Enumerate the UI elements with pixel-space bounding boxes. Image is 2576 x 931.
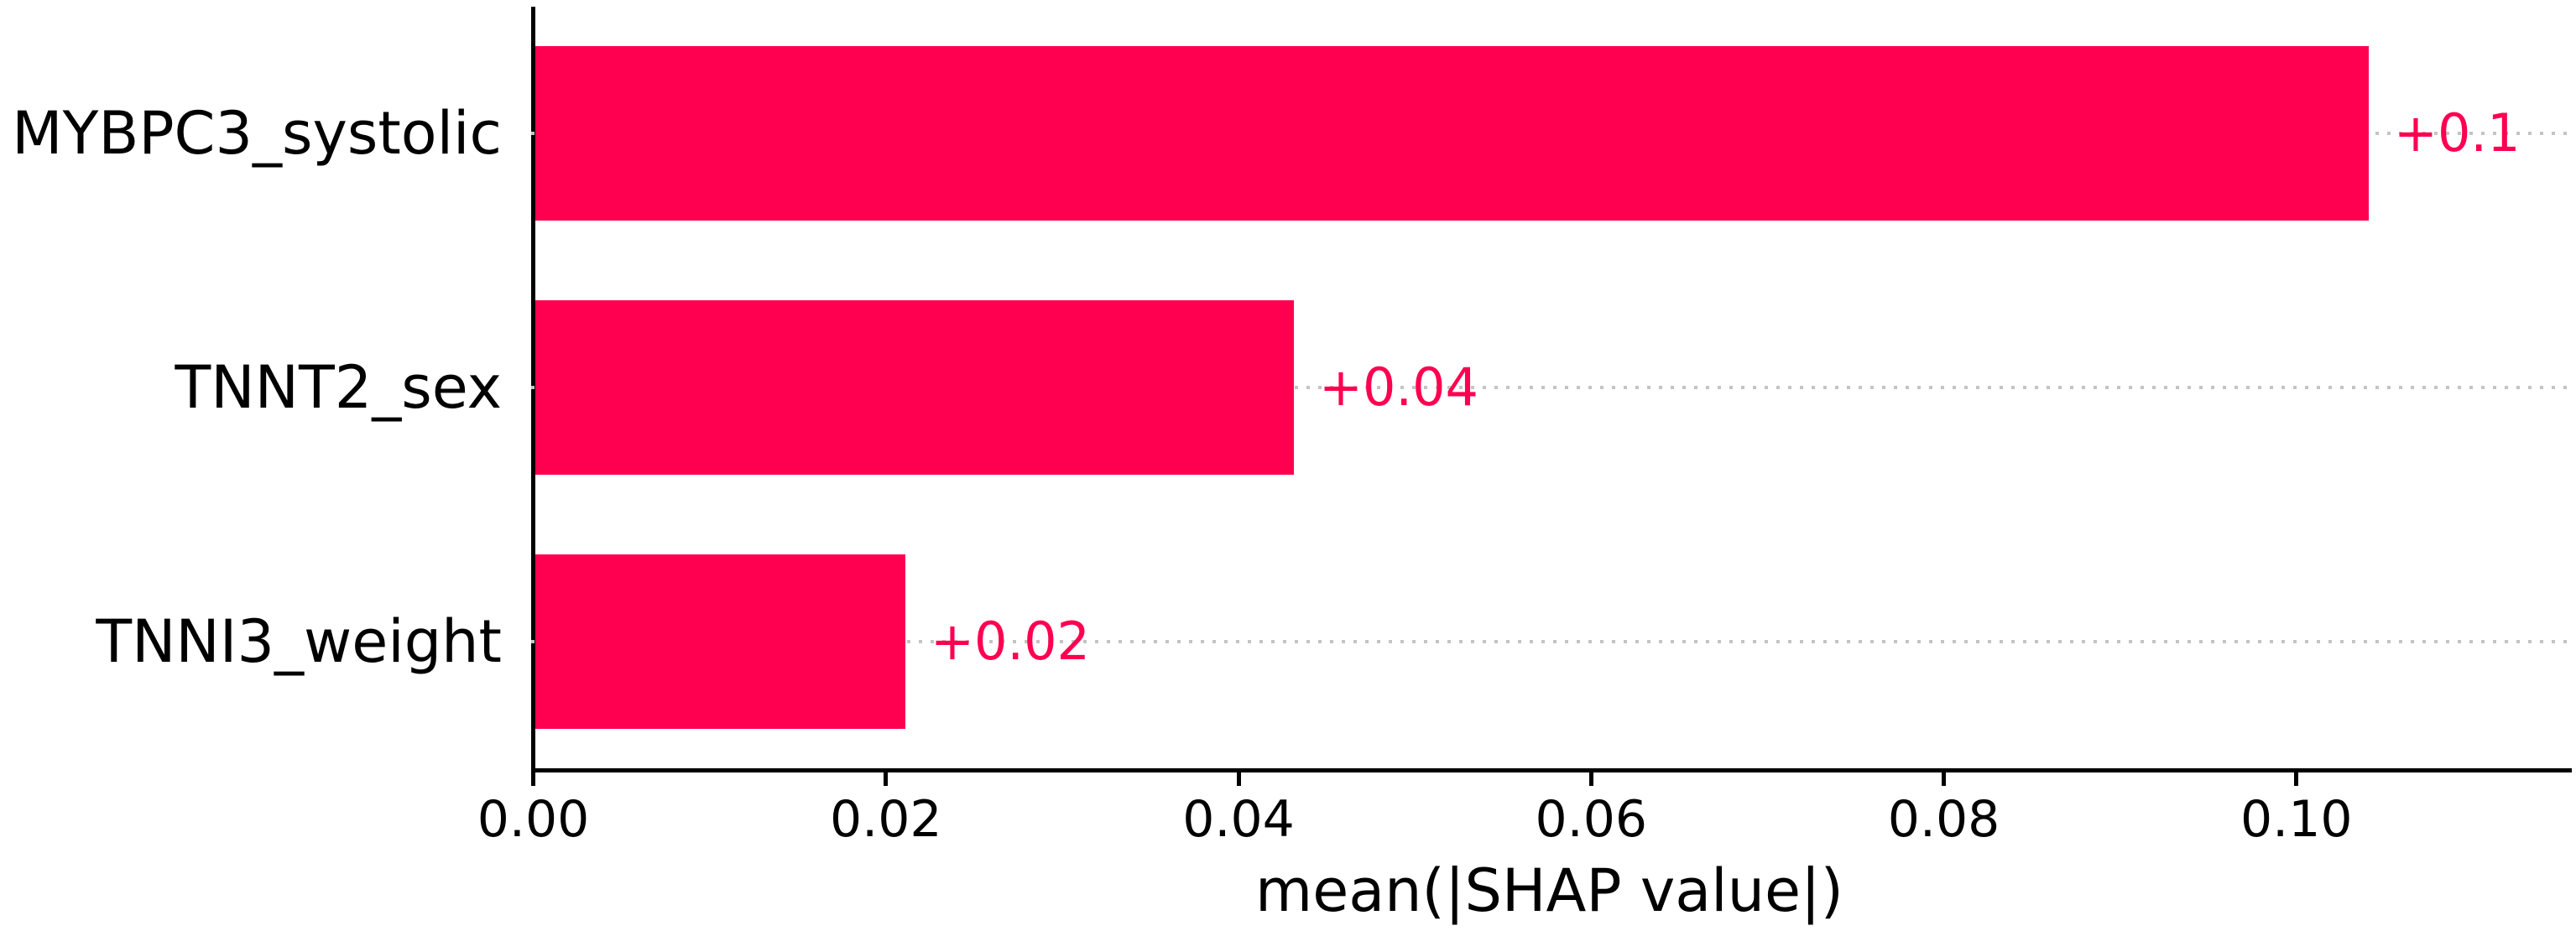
x-tick-label: 0.02 [829,790,942,849]
dotted-guide-line [531,386,2568,389]
y-axis-spine [531,7,535,772]
x-axis-spine [531,768,2572,772]
y-tick-label-TNNT2_sex: TNNT2_sex [175,353,502,422]
x-tick-label: 0.08 [1887,790,2000,849]
x-tick-label: 0.10 [2240,790,2353,849]
bar-TNNI3_weight [535,554,905,729]
x-tick-label: 0.06 [1535,790,1648,849]
x-tick-mark [531,772,535,786]
y-tick-label-TNNI3_weight: TNNI3_weight [96,606,502,676]
bar-value-label: +0.04 [1319,356,1478,418]
dotted-guide-line [531,639,2568,643]
x-axis-title: mean(|SHAP value|) [1255,856,1843,925]
x-tick-label: 0.00 [477,790,590,849]
bar-TNNT2_sex [535,300,1294,475]
x-tick-mark [1236,772,1241,786]
bar-value-label: +0.02 [931,610,1090,672]
x-tick-mark [2294,772,2299,786]
x-tick-mark [1942,772,1947,786]
x-tick-label: 0.04 [1182,790,1295,849]
y-tick-label-MYBPC3_systolic: MYBPC3_systolic [12,99,502,169]
bar-MYBPC3_systolic [535,46,2369,221]
x-tick-mark [1588,772,1593,786]
bar-value-label: +0.1 [2394,102,2521,164]
x-tick-mark [884,772,889,786]
